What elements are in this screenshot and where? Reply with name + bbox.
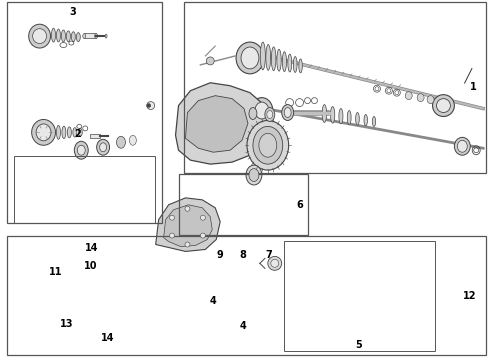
Text: 1: 1 bbox=[470, 82, 477, 92]
Text: 3: 3 bbox=[69, 7, 76, 17]
Ellipse shape bbox=[99, 143, 107, 152]
Ellipse shape bbox=[241, 47, 259, 69]
Ellipse shape bbox=[260, 42, 266, 70]
Ellipse shape bbox=[61, 30, 65, 42]
Text: 12: 12 bbox=[464, 291, 477, 301]
Ellipse shape bbox=[251, 98, 273, 123]
Ellipse shape bbox=[427, 96, 434, 104]
Ellipse shape bbox=[255, 102, 269, 119]
Ellipse shape bbox=[347, 111, 351, 125]
Text: 14: 14 bbox=[101, 333, 115, 343]
Ellipse shape bbox=[29, 24, 50, 48]
Ellipse shape bbox=[294, 57, 297, 72]
Circle shape bbox=[200, 233, 205, 238]
Ellipse shape bbox=[282, 52, 287, 72]
Polygon shape bbox=[185, 96, 248, 152]
Ellipse shape bbox=[284, 108, 291, 117]
Ellipse shape bbox=[74, 141, 88, 159]
Polygon shape bbox=[175, 83, 270, 164]
Ellipse shape bbox=[77, 145, 85, 155]
Ellipse shape bbox=[322, 105, 327, 122]
Polygon shape bbox=[164, 205, 212, 247]
Ellipse shape bbox=[56, 125, 60, 139]
Circle shape bbox=[170, 215, 174, 220]
Ellipse shape bbox=[268, 256, 282, 270]
Ellipse shape bbox=[76, 33, 80, 41]
Ellipse shape bbox=[372, 117, 376, 126]
Ellipse shape bbox=[339, 109, 343, 124]
Ellipse shape bbox=[129, 135, 136, 145]
Ellipse shape bbox=[72, 32, 75, 42]
Ellipse shape bbox=[364, 114, 368, 126]
Text: 5: 5 bbox=[355, 340, 362, 350]
Ellipse shape bbox=[259, 133, 277, 157]
Ellipse shape bbox=[147, 102, 155, 109]
Text: 10: 10 bbox=[84, 261, 97, 271]
Text: 7: 7 bbox=[265, 250, 272, 260]
Ellipse shape bbox=[405, 92, 412, 100]
Ellipse shape bbox=[83, 33, 86, 39]
Ellipse shape bbox=[66, 31, 71, 42]
Bar bbox=[14, 156, 155, 223]
Ellipse shape bbox=[247, 121, 289, 170]
Text: 11: 11 bbox=[49, 267, 62, 277]
Circle shape bbox=[200, 215, 205, 220]
Ellipse shape bbox=[457, 140, 467, 152]
Text: 8: 8 bbox=[240, 250, 246, 260]
Bar bbox=[84, 33, 96, 38]
Text: 4: 4 bbox=[210, 296, 217, 306]
Text: 6: 6 bbox=[296, 200, 303, 210]
Ellipse shape bbox=[267, 111, 273, 118]
Ellipse shape bbox=[265, 108, 275, 121]
Ellipse shape bbox=[236, 42, 264, 74]
Ellipse shape bbox=[282, 105, 294, 121]
Bar bbox=[7, 2, 162, 223]
Ellipse shape bbox=[95, 33, 98, 39]
Text: 14: 14 bbox=[85, 243, 98, 253]
Circle shape bbox=[170, 233, 174, 238]
Bar bbox=[179, 174, 308, 235]
Text: 4: 4 bbox=[239, 321, 246, 331]
Ellipse shape bbox=[78, 129, 82, 136]
Ellipse shape bbox=[117, 136, 125, 148]
Ellipse shape bbox=[68, 127, 72, 138]
Text: 13: 13 bbox=[60, 319, 74, 329]
Text: 9: 9 bbox=[217, 250, 223, 260]
Ellipse shape bbox=[147, 104, 151, 108]
Bar bbox=[184, 2, 486, 173]
Circle shape bbox=[185, 242, 190, 247]
Bar bbox=[7, 237, 486, 355]
Circle shape bbox=[185, 206, 190, 211]
Polygon shape bbox=[156, 198, 220, 251]
Ellipse shape bbox=[433, 95, 454, 117]
Ellipse shape bbox=[454, 137, 470, 155]
Ellipse shape bbox=[331, 107, 335, 123]
Ellipse shape bbox=[437, 99, 450, 113]
Ellipse shape bbox=[62, 126, 66, 139]
Ellipse shape bbox=[277, 49, 281, 71]
Ellipse shape bbox=[51, 28, 55, 42]
Ellipse shape bbox=[253, 126, 283, 164]
Ellipse shape bbox=[299, 59, 302, 73]
Ellipse shape bbox=[356, 113, 359, 125]
Bar bbox=[90, 134, 100, 138]
Ellipse shape bbox=[249, 168, 259, 181]
Ellipse shape bbox=[266, 45, 270, 70]
Ellipse shape bbox=[36, 124, 51, 141]
Text: 2: 2 bbox=[74, 129, 81, 139]
Ellipse shape bbox=[249, 108, 257, 120]
Ellipse shape bbox=[33, 29, 47, 44]
Ellipse shape bbox=[271, 47, 276, 71]
Ellipse shape bbox=[97, 139, 110, 155]
Ellipse shape bbox=[271, 260, 279, 267]
Bar bbox=[284, 241, 435, 351]
Ellipse shape bbox=[417, 94, 424, 102]
Ellipse shape bbox=[246, 165, 262, 185]
Ellipse shape bbox=[56, 29, 60, 42]
Ellipse shape bbox=[206, 57, 214, 65]
Ellipse shape bbox=[288, 54, 292, 72]
Ellipse shape bbox=[32, 120, 55, 145]
Ellipse shape bbox=[73, 128, 77, 137]
Ellipse shape bbox=[105, 34, 107, 38]
